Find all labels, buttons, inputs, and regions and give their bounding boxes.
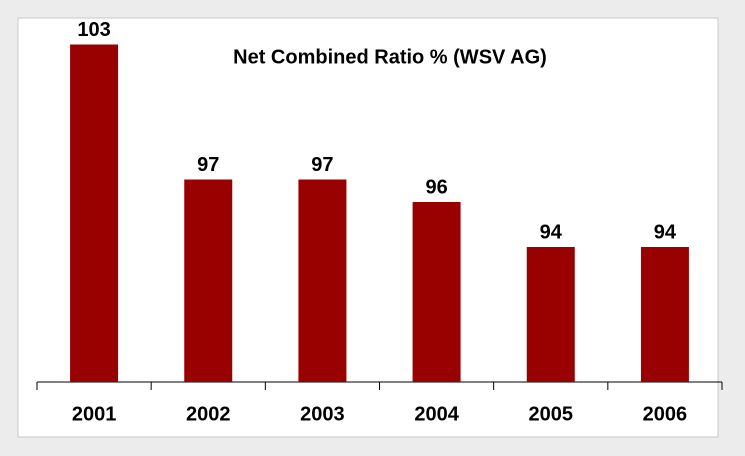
x-tick-label: 2001 [72, 403, 117, 425]
value-label: 94 [654, 221, 677, 243]
bar [526, 247, 575, 382]
x-tick-label: 2006 [643, 403, 688, 425]
value-label: 97 [311, 154, 333, 176]
x-tick-label: 2003 [300, 403, 345, 425]
chart-title: Net Combined Ratio % (WSV AG) [233, 46, 547, 68]
x-tick-label: 2005 [529, 403, 574, 425]
x-tick-label: 2004 [414, 403, 459, 425]
value-label: 103 [77, 19, 110, 41]
value-label: 97 [197, 154, 219, 176]
bar [640, 247, 689, 382]
bar [184, 179, 233, 382]
bar [70, 44, 119, 382]
bar [412, 202, 461, 382]
x-tick-label: 2002 [186, 403, 231, 425]
value-label: 96 [425, 176, 447, 198]
bar [298, 179, 347, 382]
value-label: 94 [540, 221, 563, 243]
chart-frame [17, 17, 719, 438]
